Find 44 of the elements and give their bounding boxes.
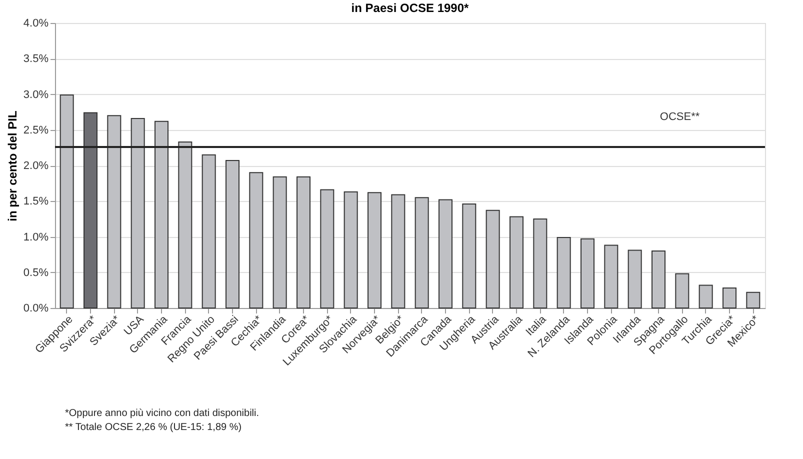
- bar: [249, 172, 264, 308]
- bar: [60, 94, 74, 308]
- bar: [414, 197, 429, 308]
- ref-line-label: OCSE**: [660, 110, 700, 123]
- bar: [84, 112, 98, 308]
- bar: [272, 176, 287, 308]
- bar: [675, 273, 690, 308]
- bar: [368, 192, 382, 308]
- y-axis-title: in per cento del PIL: [5, 110, 20, 222]
- bar: [344, 191, 358, 308]
- bar: [722, 288, 736, 308]
- y-tick-label: 4.0%: [23, 18, 49, 30]
- bar: [320, 189, 334, 308]
- bar: [652, 250, 666, 308]
- y-tick-label: 1.5%: [23, 196, 49, 208]
- y-tick-label: 3.5%: [23, 53, 49, 66]
- bar: [510, 216, 524, 308]
- bar: [391, 194, 406, 308]
- bar: [746, 292, 760, 308]
- y-tick-label: 2.0%: [23, 160, 49, 172]
- y-tick-label: 2.5%: [23, 124, 49, 136]
- chart-title: in Paesi OCSE 1990*: [351, 1, 470, 15]
- bar: [154, 120, 168, 308]
- bar: [698, 284, 713, 308]
- bar: [438, 199, 452, 308]
- bar: [296, 176, 310, 308]
- bar: [202, 154, 216, 308]
- bar: [556, 236, 571, 308]
- bar: [628, 250, 642, 308]
- bar: [130, 118, 145, 308]
- bar: [604, 244, 618, 308]
- y-tick-label: 3.0%: [23, 88, 49, 101]
- y-tick-label: 0.5%: [23, 266, 49, 279]
- text: ** Totale OCSE 2,26 % (UE-15: 1,89 %): [65, 422, 242, 433]
- bar: [107, 115, 122, 308]
- y-tick-label: 1.0%: [23, 231, 49, 244]
- bar: [533, 218, 548, 308]
- bar: [580, 238, 594, 308]
- bar: [226, 160, 240, 308]
- bar: [462, 203, 476, 308]
- bar: [178, 141, 192, 308]
- bar: [486, 210, 500, 308]
- text: *Oppure anno più vicino con dati disponibili.: [65, 408, 260, 419]
- y-tick-label: 0.0%: [23, 302, 49, 314]
